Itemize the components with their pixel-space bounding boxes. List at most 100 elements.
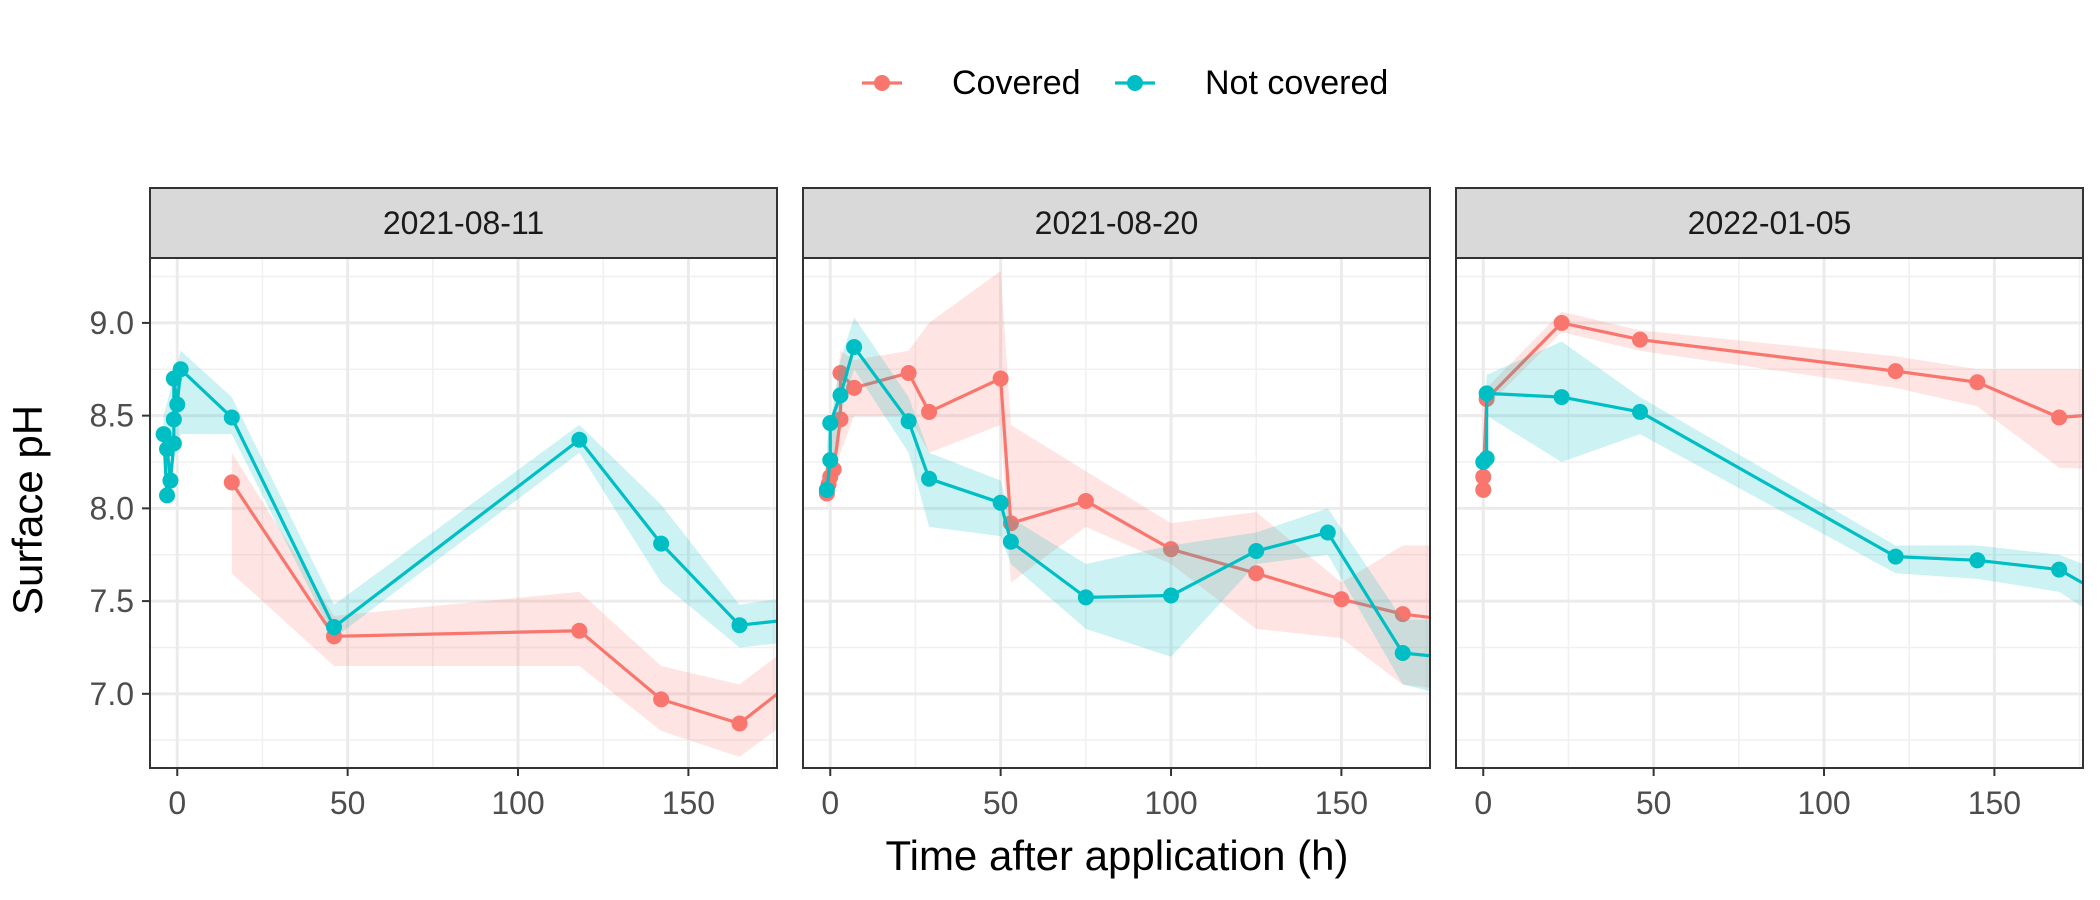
panel-2: 2021-08-20 0 50 100 150 bbox=[802, 187, 1431, 821]
gridlines bbox=[1456, 258, 2083, 768]
data-point bbox=[921, 403, 938, 420]
x-tick-label: 100 bbox=[1797, 785, 1850, 821]
y-tick-label: 7.0 bbox=[90, 676, 134, 712]
series-not-covered bbox=[1475, 341, 2083, 608]
panel-border bbox=[1455, 257, 2084, 769]
data-point bbox=[165, 411, 182, 428]
y-tick-label: 9.0 bbox=[90, 305, 134, 341]
panel-border bbox=[802, 257, 1431, 769]
x-tick-label: 0 bbox=[168, 785, 186, 821]
data-point bbox=[1887, 363, 1904, 380]
data-point bbox=[1887, 548, 1904, 565]
data-point bbox=[571, 431, 588, 448]
legend-key-point bbox=[874, 75, 890, 91]
data-layer bbox=[1475, 311, 2083, 608]
confidence-ribbon bbox=[826, 270, 1430, 688]
y-tick-label: 8.5 bbox=[90, 398, 134, 434]
data-point bbox=[1553, 314, 1570, 331]
x-tick-label: 50 bbox=[330, 785, 366, 821]
panels: 2021-08-110 50 100 1507.07.58.08.59.02021-0… bbox=[90, 187, 2084, 821]
data-point bbox=[1319, 524, 1336, 541]
data-point bbox=[731, 617, 748, 634]
confidence-ribbon bbox=[826, 317, 1430, 692]
data-point bbox=[731, 715, 748, 732]
series-line bbox=[230, 481, 777, 726]
data-point bbox=[822, 452, 839, 469]
x-axis-label: Time after application (h) bbox=[886, 832, 1349, 879]
legend-key-point bbox=[1127, 75, 1143, 91]
data-point bbox=[1163, 541, 1180, 558]
facet-strip bbox=[149, 187, 778, 259]
legend-item-not-covered: Not covered bbox=[1115, 64, 1388, 102]
data-point bbox=[1632, 331, 1649, 348]
data-point bbox=[571, 622, 588, 639]
data-point bbox=[1394, 645, 1411, 662]
x-tick-label: 0 bbox=[1474, 785, 1492, 821]
data-point bbox=[1632, 403, 1649, 420]
data-point bbox=[1333, 591, 1350, 608]
data-point bbox=[846, 379, 863, 396]
y-axis-label: Surface pH bbox=[4, 405, 51, 615]
plot-area bbox=[1456, 258, 2083, 768]
data-point bbox=[992, 370, 1009, 387]
legend-label: Not covered bbox=[1205, 64, 1388, 102]
data-layer bbox=[155, 350, 777, 757]
data-point bbox=[822, 415, 839, 432]
x-tick-label: 100 bbox=[1144, 785, 1197, 821]
facet-strip bbox=[802, 187, 1431, 259]
data-point bbox=[1077, 589, 1094, 606]
data-point bbox=[155, 426, 172, 443]
facet-title: 2021-08-20 bbox=[1035, 205, 1199, 241]
x-tick-label: 150 bbox=[1315, 785, 1368, 821]
x-tick-label: 100 bbox=[491, 785, 544, 821]
data-point bbox=[832, 387, 849, 404]
data-point bbox=[1553, 389, 1570, 406]
data-point bbox=[159, 487, 176, 504]
data-point bbox=[1002, 533, 1019, 550]
data-point bbox=[1248, 543, 1265, 560]
facet-title: 2022-01-05 bbox=[1688, 205, 1852, 241]
data-point bbox=[900, 364, 917, 381]
series-covered bbox=[223, 452, 777, 757]
legend-item-covered: Covered bbox=[862, 64, 1081, 102]
data-point bbox=[2051, 409, 2068, 426]
series-not-covered bbox=[155, 350, 777, 648]
x-tick-label: 50 bbox=[1636, 785, 1672, 821]
data-point bbox=[162, 472, 179, 489]
data-point bbox=[653, 535, 670, 552]
x-tick-label: 150 bbox=[662, 785, 715, 821]
x-tick-label: 0 bbox=[821, 785, 839, 821]
series-not-covered bbox=[818, 317, 1430, 692]
facet-title: 2021-08-11 bbox=[383, 205, 544, 241]
x-tick-label: 150 bbox=[1968, 785, 2021, 821]
panel-1: 2021-08-11 0 50 100 150 7.0 7.5 8.0 8.5 9.0 bbox=[90, 187, 778, 821]
data-point bbox=[1163, 587, 1180, 604]
data-point bbox=[2051, 561, 2068, 578]
data-point bbox=[1475, 468, 1492, 485]
y-tick-label: 7.5 bbox=[90, 583, 134, 619]
data-point bbox=[900, 413, 917, 430]
data-point bbox=[1394, 606, 1411, 623]
plot-area bbox=[803, 258, 1430, 768]
gridlines bbox=[803, 258, 1430, 768]
legend: Covered Not covered bbox=[862, 64, 1388, 102]
data-point bbox=[992, 494, 1009, 511]
confidence-ribbon bbox=[1483, 311, 2083, 500]
data-layer bbox=[818, 270, 1430, 692]
data-point bbox=[1969, 374, 1986, 391]
data-point bbox=[1478, 385, 1495, 402]
data-point bbox=[1475, 481, 1492, 498]
data-point bbox=[1969, 552, 1986, 569]
data-point bbox=[223, 409, 240, 426]
data-point bbox=[172, 361, 189, 378]
plot-area bbox=[150, 258, 777, 768]
data-point bbox=[165, 435, 182, 452]
y-tick-label: 8.0 bbox=[90, 490, 134, 526]
data-point bbox=[1077, 492, 1094, 509]
data-point bbox=[818, 481, 835, 498]
data-point bbox=[653, 691, 670, 708]
facet-strip bbox=[1455, 187, 2084, 259]
legend-label: Covered bbox=[952, 64, 1081, 102]
data-point bbox=[846, 339, 863, 356]
